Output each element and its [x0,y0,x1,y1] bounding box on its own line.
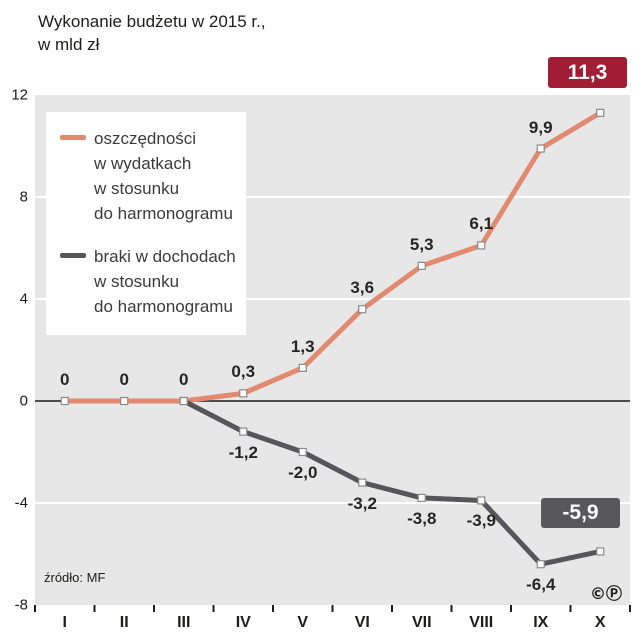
x-axis-label: VIII [469,614,494,631]
data-point [358,478,367,487]
legend-label: braki w dochodach [94,247,236,266]
chart-title: Wykonanie budżetu w 2015 r., w mld zł [38,10,266,56]
data-point [239,389,248,398]
data-point [358,305,367,314]
data-point [417,261,426,270]
chart-title-line2: w mld zł [38,35,100,54]
data-label: -1,2 [228,442,258,462]
data-point [536,144,545,153]
legend-swatch [60,135,86,141]
x-axis-label: IV [235,614,251,631]
legend-text-line: do harmonogramu [94,204,233,223]
data-label: 0,3 [231,362,256,382]
y-axis-label: -8 [14,596,28,614]
y-axis-label: -4 [14,494,28,512]
legend-item-1: braki w dochodach w stosunku do harmonogra… [60,244,238,319]
legend-text-line: w stosunku [94,179,180,198]
legend-text-line: do harmonogramu [94,297,233,316]
chart-title-line1: Wykonanie budżetu w 2015 r., [38,12,266,31]
data-label: 0 [179,370,189,389]
data-point [179,396,188,406]
data-label: 9,9 [528,117,553,137]
data-label: 3,6 [350,278,375,298]
data-point [239,427,248,436]
legend-text-line: w stosunku [94,272,180,291]
data-label: -6,4 [526,575,556,595]
data-point [120,396,129,406]
y-axis-label: 12 [11,86,28,104]
copyright-mark: ©Ⓟ [590,584,623,603]
x-axis-label: IX [533,614,549,631]
data-label: 6,1 [469,214,494,234]
value-badge-min: -5,9 [541,498,620,528]
legend-text-line: braki w dochodach [60,244,238,269]
y-axis-label: 0 [19,392,28,410]
data-point [298,363,307,372]
legend-text-line: w wydatkach [94,154,192,173]
data-label: 1,3 [290,336,315,356]
data-point [417,493,426,502]
legend-item-0: oszczędności w wydatkach w stosunku do harm… [60,126,238,226]
data-label: -3,9 [466,511,496,531]
x-axis-label: II [119,614,129,631]
data-label: -3,2 [347,493,377,513]
series-line-1 [181,398,603,567]
x-axis-label: III [177,614,191,631]
data-label: -3,8 [407,508,437,528]
legend: oszczędności w wydatkach w stosunku do harm… [46,112,246,335]
data-point [477,241,486,250]
x-axis-label: I [62,614,67,631]
source-label: źródło: MF [44,570,106,585]
data-point [596,108,605,117]
x-axis-label: VI [354,614,370,631]
value-badge-max: 11,3 [548,57,627,88]
series-line-0 [62,110,603,404]
data-label: 5,3 [409,234,434,254]
x-axis-label: V [297,614,309,631]
y-axis-label: 8 [19,188,28,206]
data-label: 0 [119,370,129,389]
data-point [477,496,486,505]
data-label: -2,0 [288,463,318,482]
data-point [596,547,605,556]
x-axis-label: VII [411,614,432,631]
data-point [60,396,69,406]
legend-swatch [60,253,86,259]
x-axis-label: X [594,614,606,631]
data-point [536,560,545,569]
data-label: 0 [60,370,70,389]
legend-label: oszczędności [94,129,197,148]
legend-text-line: oszczędności [60,126,238,151]
y-axis-label: 4 [19,290,28,308]
data-point [298,447,307,457]
